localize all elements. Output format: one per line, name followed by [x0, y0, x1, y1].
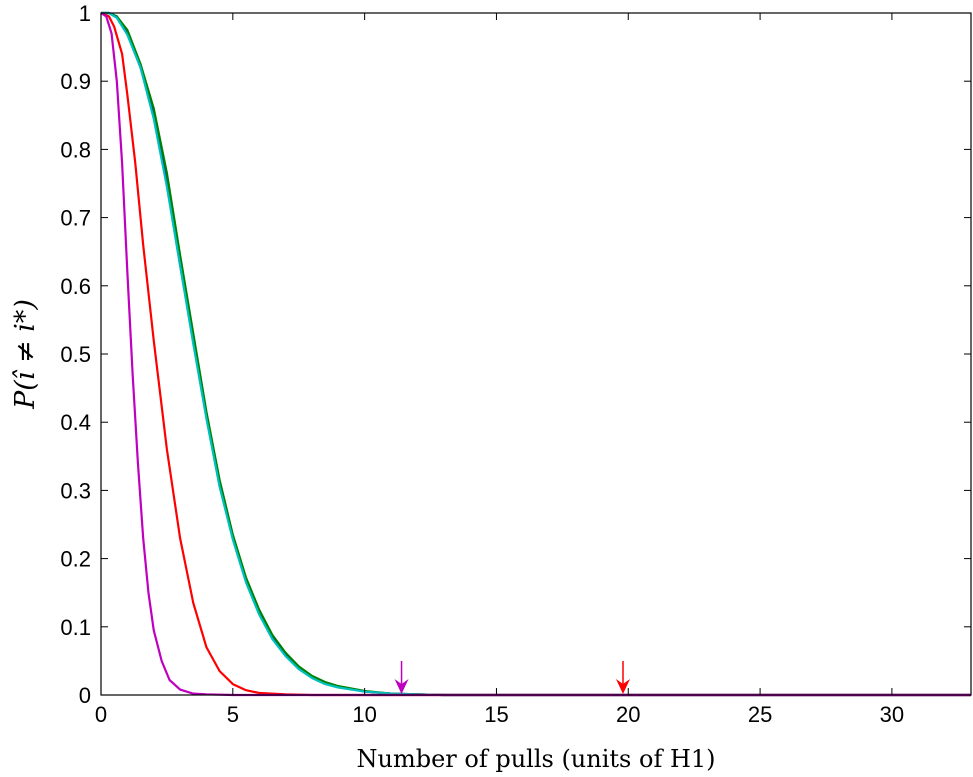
tick-layer: 0 5 10 15 20 25 30 0 0.1 0.2 0.3 0.4 0.5 0.6 0.7 0.8 0.9…	[60, 1, 971, 727]
arrow-marker-2	[616, 661, 630, 694]
y-tick-label: 0.7	[60, 206, 91, 231]
y-tick-label: 0	[79, 683, 91, 708]
y-tick-label: 1	[79, 1, 91, 26]
x-axis-label: Number of pulls (units of H1)	[356, 745, 715, 773]
y-tick-label: 0.1	[60, 615, 91, 640]
y-tick-label: 0.4	[60, 410, 91, 435]
x-tick-label: 15	[484, 702, 508, 727]
series-layer	[100, 11, 971, 697]
arrow-head	[616, 679, 630, 694]
marker-layer	[394, 661, 630, 694]
x-tick-label: 20	[616, 702, 640, 727]
x-tick-label: 5	[227, 702, 239, 727]
arrow-marker-1	[394, 661, 409, 694]
series-line-3	[101, 11, 971, 697]
x-tick-label: 30	[880, 702, 904, 727]
y-tick-label: 0.5	[60, 342, 91, 367]
y-axis-label: P(î ≠ i*)	[10, 299, 41, 410]
y-tick-label: 0.6	[60, 274, 91, 299]
y-tick-label: 0.8	[60, 137, 91, 162]
x-tick-label: 10	[352, 702, 376, 727]
y-tick-label: 0.3	[60, 478, 91, 503]
y-tick-label: 0.9	[60, 69, 91, 94]
x-tick-label: 0	[95, 702, 107, 727]
x-tick-label: 25	[748, 702, 772, 727]
y-tick-label: 0.2	[60, 547, 91, 572]
series-line-5	[100, 12, 971, 697]
arrow-head	[394, 679, 409, 694]
